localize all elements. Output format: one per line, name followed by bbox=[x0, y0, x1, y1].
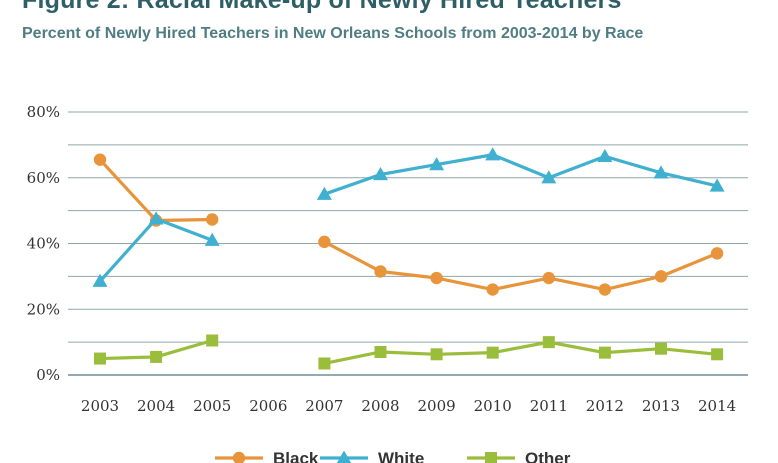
legend: Black White Other bbox=[215, 449, 571, 463]
legend-label: Other bbox=[525, 449, 571, 463]
series-black bbox=[93, 153, 724, 296]
series-line bbox=[323, 153, 718, 196]
y-tick-label: 20% bbox=[27, 300, 60, 318]
data-point bbox=[316, 186, 332, 200]
x-tick-label: 2013 bbox=[642, 397, 680, 415]
data-point bbox=[232, 451, 246, 463]
data-point bbox=[318, 357, 331, 370]
gridlines bbox=[68, 111, 748, 376]
data-point bbox=[318, 235, 331, 249]
data-point bbox=[485, 147, 501, 161]
data-point bbox=[542, 336, 555, 349]
data-point bbox=[542, 271, 555, 285]
chart-title: Figure 2: Racial Make-up of Newly Hired … bbox=[22, 0, 622, 14]
x-tick-label: 2004 bbox=[137, 397, 175, 415]
y-tick-label: 60% bbox=[27, 169, 60, 187]
data-point bbox=[485, 452, 497, 463]
x-tick-label: 2005 bbox=[193, 397, 231, 415]
x-tick-label: 2014 bbox=[698, 397, 736, 415]
data-point bbox=[709, 178, 725, 192]
series-line bbox=[323, 240, 718, 292]
data-point bbox=[204, 232, 220, 246]
legend-label: White bbox=[378, 449, 424, 463]
data-point bbox=[336, 450, 352, 463]
data-point bbox=[541, 170, 557, 184]
data-point bbox=[429, 157, 445, 171]
x-tick-label: 2003 bbox=[81, 397, 119, 415]
series-line bbox=[98, 217, 213, 283]
legend-label: Black bbox=[273, 449, 319, 463]
chart-subtitle: Percent of Newly Hired Teachers in New O… bbox=[22, 25, 644, 42]
data-point bbox=[598, 346, 611, 359]
x-tick-label: 2009 bbox=[418, 397, 456, 415]
data-point bbox=[486, 346, 499, 359]
data-point bbox=[653, 165, 669, 179]
x-tick-label: 2006 bbox=[249, 397, 287, 415]
y-tick-label: 0% bbox=[36, 366, 60, 384]
data-point bbox=[92, 273, 108, 287]
y-tick-label: 40% bbox=[27, 235, 60, 253]
data-point bbox=[374, 265, 387, 278]
data-point bbox=[430, 271, 443, 285]
y-axis-ticks: 0% 20% 40% 60% 80% bbox=[27, 103, 60, 384]
x-tick-label: 2012 bbox=[586, 397, 624, 415]
data-point bbox=[148, 211, 164, 225]
legend-item-other: Other bbox=[467, 449, 571, 463]
data-point bbox=[94, 352, 106, 365]
data-point bbox=[430, 348, 443, 361]
x-axis-ticks: 2003 2004 2005 2006 2007 2008 2009 2010 2011 2012… bbox=[81, 397, 736, 415]
data-point bbox=[93, 153, 107, 166]
series-other bbox=[94, 334, 724, 370]
legend-item-black: Black bbox=[215, 449, 319, 463]
x-tick-label: 2010 bbox=[474, 397, 512, 415]
data-point bbox=[597, 148, 613, 163]
legend-item-white: White bbox=[320, 449, 424, 463]
series-layer bbox=[92, 147, 725, 370]
data-point bbox=[710, 247, 724, 260]
y-tick-label: 80% bbox=[27, 103, 60, 121]
x-tick-label: 2008 bbox=[361, 397, 399, 415]
data-point bbox=[711, 348, 724, 361]
data-point bbox=[206, 213, 219, 226]
series-line bbox=[324, 340, 718, 366]
x-tick-label: 2011 bbox=[530, 397, 568, 415]
data-point bbox=[486, 283, 499, 296]
x-tick-label: 2007 bbox=[305, 397, 343, 415]
data-point bbox=[373, 166, 388, 181]
data-point bbox=[150, 350, 163, 363]
data-point bbox=[655, 342, 667, 355]
data-point bbox=[206, 334, 219, 347]
data-point bbox=[598, 283, 612, 296]
series-white bbox=[92, 147, 725, 287]
data-point bbox=[374, 345, 387, 358]
data-point bbox=[654, 270, 668, 283]
